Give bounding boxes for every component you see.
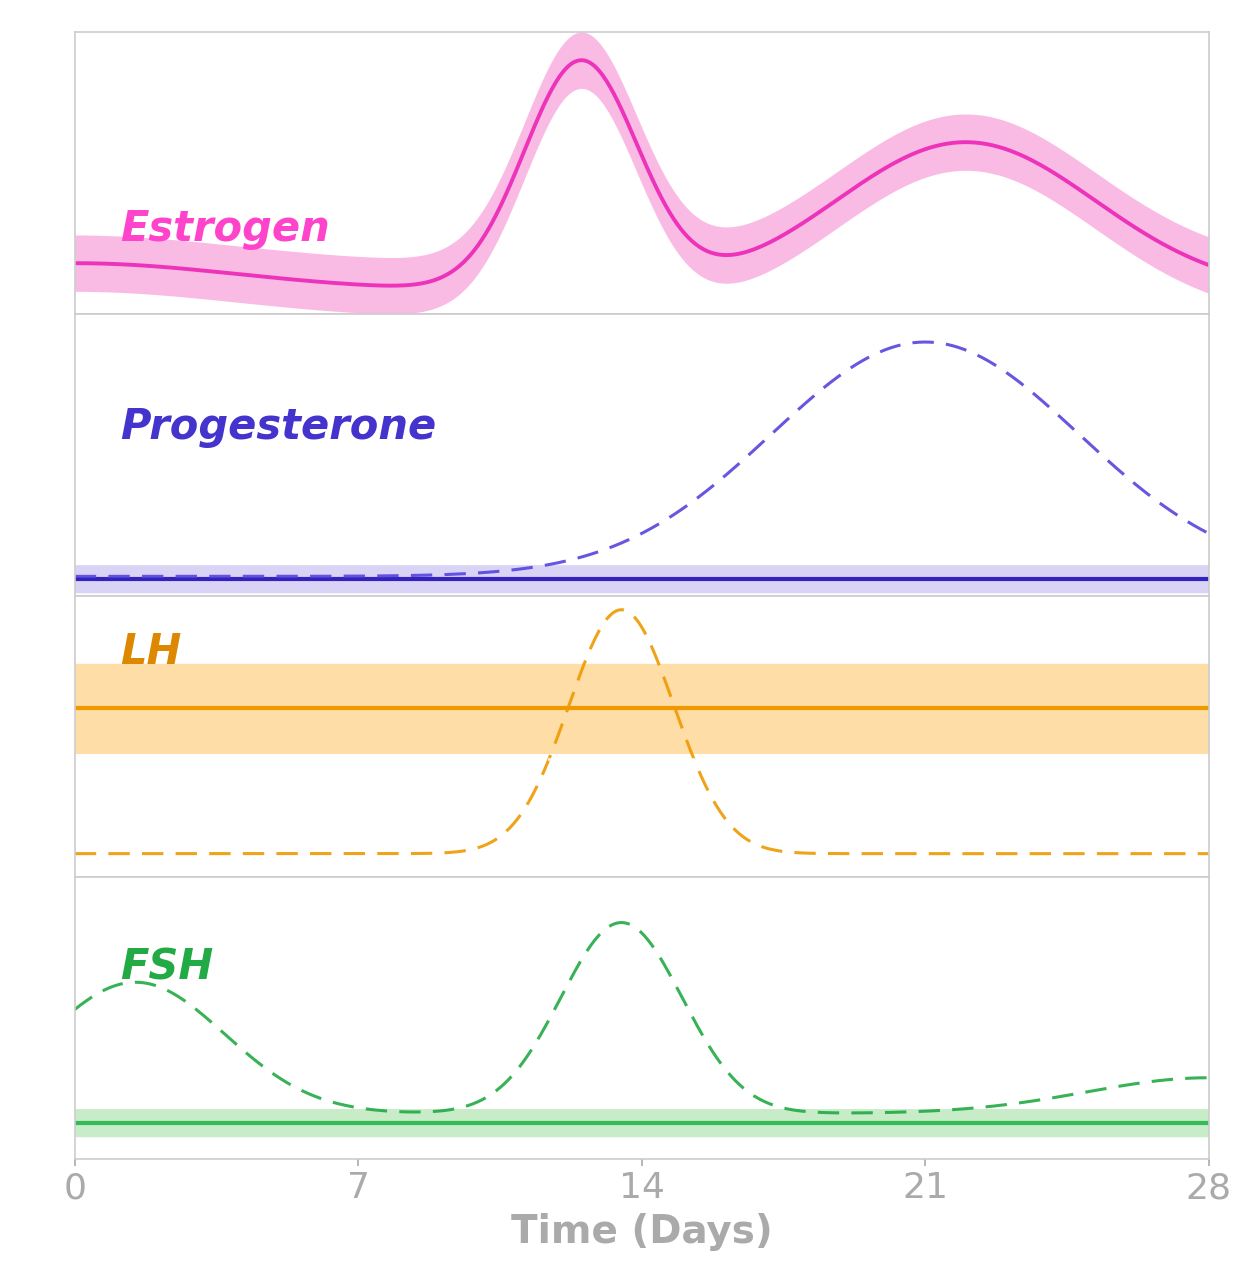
Text: Estrogen: Estrogen — [120, 209, 330, 250]
Text: Time (Days): Time (Days) — [511, 1213, 773, 1252]
Text: Progesterone: Progesterone — [120, 406, 436, 447]
Text: FSH: FSH — [120, 947, 213, 989]
Text: LH: LH — [120, 632, 182, 673]
